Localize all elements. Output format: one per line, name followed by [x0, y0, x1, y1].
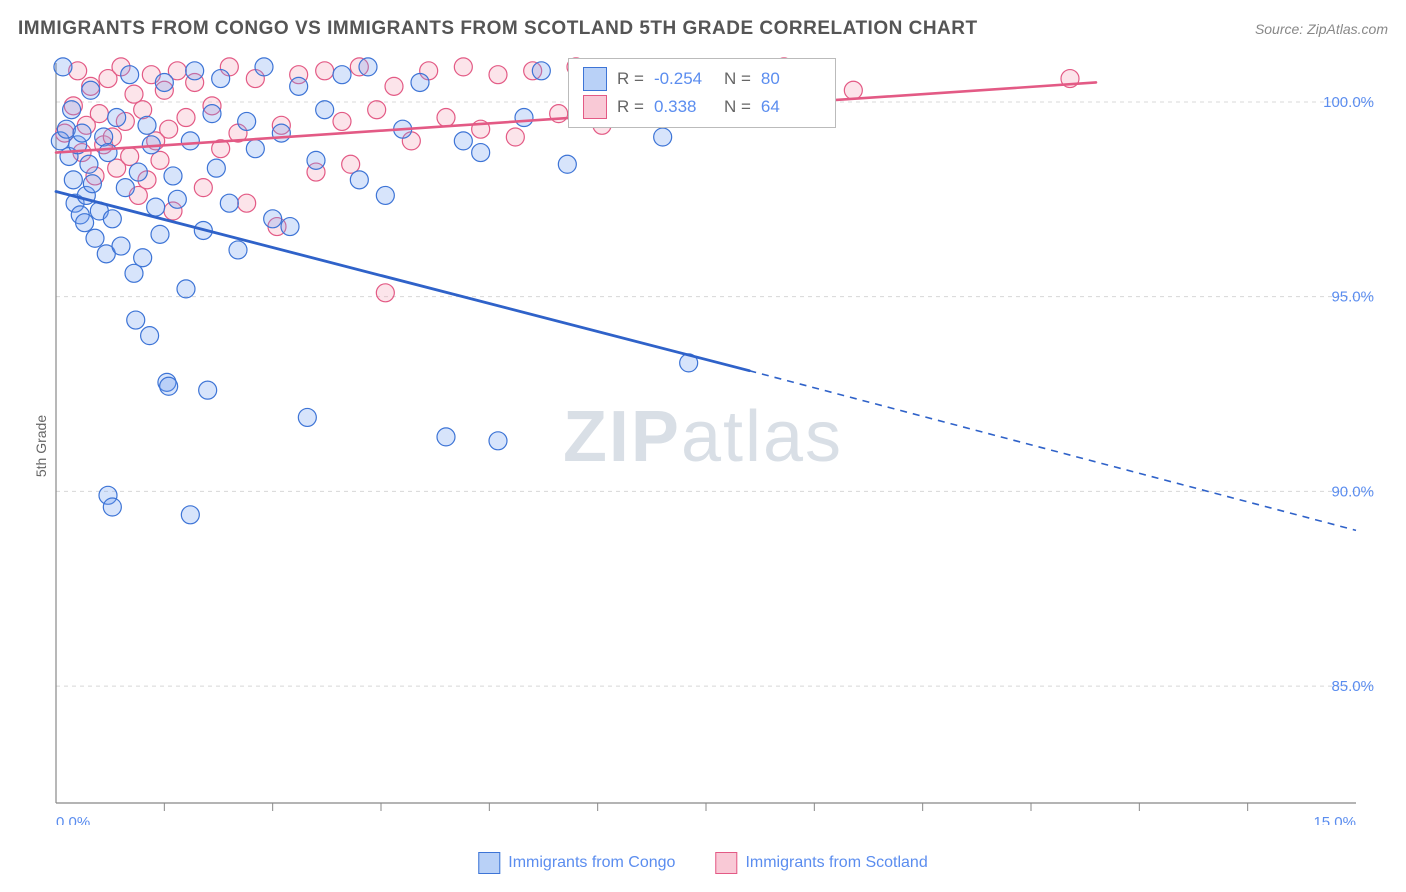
- svg-text:85.0%: 85.0%: [1331, 678, 1374, 695]
- svg-text:15.0%: 15.0%: [1313, 814, 1356, 825]
- n-value-scotland: 64: [761, 97, 821, 117]
- bottom-legend: Immigrants from Congo Immigrants from Sc…: [478, 852, 927, 874]
- r-label: R =: [617, 69, 644, 89]
- stats-row: R = 0.338 N = 64: [583, 93, 821, 121]
- n-label: N =: [724, 69, 751, 89]
- legend-item-congo: Immigrants from Congo: [478, 852, 675, 874]
- chart-title: IMMIGRANTS FROM CONGO VS IMMIGRANTS FROM…: [18, 18, 978, 40]
- stats-row: R = -0.254 N = 80: [583, 65, 821, 93]
- legend-swatch-scotland: [715, 852, 737, 874]
- n-label: N =: [724, 97, 751, 117]
- scatter-chart-svg: 100.0% 95.0% 90.0% 85.0% 0.0% 15.0%: [50, 55, 1380, 825]
- svg-text:95.0%: 95.0%: [1331, 289, 1374, 306]
- y-axis-label: 5th Grade: [33, 415, 49, 477]
- r-value-congo: -0.254: [654, 69, 714, 89]
- svg-text:0.0%: 0.0%: [56, 814, 90, 825]
- chart-source: Source: ZipAtlas.com: [1255, 21, 1388, 37]
- stats-swatch-congo: [583, 67, 607, 91]
- svg-text:90.0%: 90.0%: [1331, 483, 1374, 500]
- legend-label-congo: Immigrants from Congo: [508, 854, 675, 872]
- stats-swatch-scotland: [583, 95, 607, 119]
- legend-swatch-congo: [478, 852, 500, 874]
- r-value-scotland: 0.338: [654, 97, 714, 117]
- chart-header: IMMIGRANTS FROM CONGO VS IMMIGRANTS FROM…: [18, 18, 1388, 40]
- r-label: R =: [617, 97, 644, 117]
- svg-text:100.0%: 100.0%: [1323, 94, 1374, 111]
- chart-area: 100.0% 95.0% 90.0% 85.0% 0.0% 15.0%: [50, 55, 1380, 825]
- n-value-congo: 80: [761, 69, 821, 89]
- legend-item-scotland: Immigrants from Scotland: [715, 852, 927, 874]
- legend-label-scotland: Immigrants from Scotland: [745, 854, 927, 872]
- stats-legend-box: R = -0.254 N = 80 R = 0.338 N = 64: [568, 58, 836, 128]
